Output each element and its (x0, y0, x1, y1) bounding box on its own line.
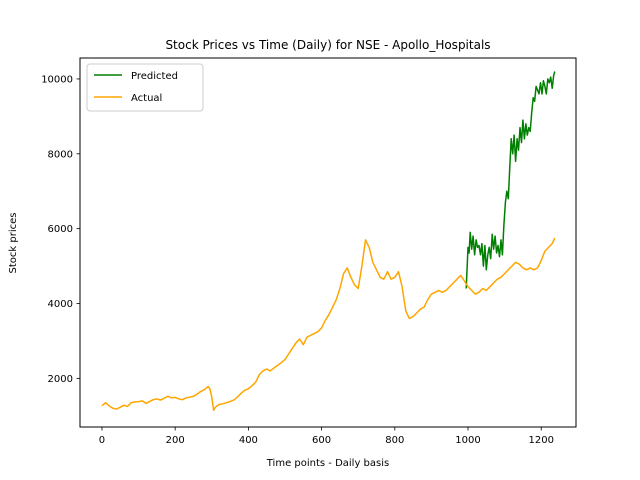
y-tick-label: 6000 (48, 224, 73, 235)
x-axis: 0 200 400 600 800 1000 1200 (99, 427, 554, 446)
y-axis-title: Stock prices (8, 213, 19, 274)
x-tick-label: 600 (312, 435, 331, 446)
y-tick-label: 4000 (48, 299, 73, 310)
series-line-predicted (465, 71, 556, 289)
series-layer (101, 71, 556, 411)
y-tick-label: 8000 (48, 149, 73, 160)
legend-label-actual: Actual (131, 93, 162, 104)
x-tick-label: 200 (166, 435, 185, 446)
plot-frame (79, 57, 577, 428)
y-axis: 2000 4000 6000 8000 10000 (41, 74, 80, 385)
legend-label-predicted: Predicted (131, 71, 178, 82)
y-tick-label: 2000 (48, 374, 73, 385)
x-tick-label: 400 (239, 435, 258, 446)
x-tick-label: 800 (385, 435, 404, 446)
x-tick-label: 1200 (528, 435, 553, 446)
chart-title: Stock Prices vs Time (Daily) for NSE - A… (165, 38, 490, 52)
y-tick-label: 10000 (41, 74, 73, 85)
plot-area (79, 57, 577, 428)
x-tick-label: 0 (99, 435, 105, 446)
x-tick-label: 1000 (455, 435, 480, 446)
legend: Predicted Actual (86, 63, 204, 112)
series-line-actual (101, 237, 556, 411)
x-axis-title: Time points - Daily basis (266, 458, 390, 469)
